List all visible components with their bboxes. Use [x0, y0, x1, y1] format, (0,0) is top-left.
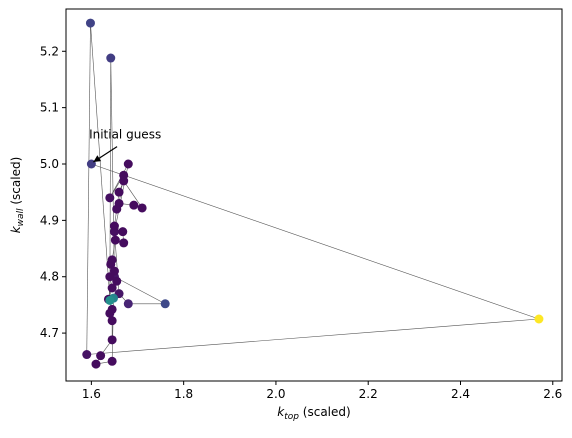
data-point	[129, 200, 139, 210]
data-point	[118, 227, 128, 237]
data-point	[105, 295, 115, 305]
data-point	[123, 299, 133, 309]
data-point	[85, 18, 95, 28]
x-axis-label-suffix: (scaled)	[299, 405, 351, 419]
y-axis-ticks: 4.7 4.8 4.9 5.0 5.1 5.2	[40, 44, 66, 340]
x-tick-label: 2.4	[451, 387, 470, 401]
axes-frame	[65, 8, 563, 382]
y-axis-label-sub: wall	[16, 208, 26, 226]
data-point	[82, 350, 92, 360]
annotation: Initial guess	[89, 128, 161, 163]
x-tick-label: 1.6	[82, 387, 101, 401]
data-point	[160, 299, 170, 309]
y-tick-label: 5.2	[40, 44, 59, 58]
x-tick-label: 2.0	[266, 387, 285, 401]
y-axis-label: kwall (scaled)	[9, 157, 26, 234]
path-segment	[86, 23, 91, 355]
x-axis-label-main: k	[277, 405, 285, 419]
data-point	[109, 221, 119, 231]
data-point	[107, 356, 117, 366]
data-point	[119, 238, 129, 248]
y-axis-label-suffix: (scaled)	[9, 157, 23, 209]
x-axis-label-sub: top	[284, 412, 299, 422]
axes-background	[66, 9, 562, 381]
y-axis-label-main: k	[9, 225, 23, 233]
y-tick-label: 4.8	[40, 270, 59, 284]
annotation-text: Initial guess	[89, 128, 161, 142]
data-point	[105, 272, 115, 282]
data-point	[112, 204, 122, 214]
data-point	[110, 235, 120, 245]
y-tick-label: 5.1	[40, 101, 59, 115]
y-tick-label: 4.7	[40, 326, 59, 340]
path-segment	[109, 163, 129, 198]
data-point	[96, 351, 106, 361]
path-segment	[123, 180, 143, 209]
data-point	[106, 259, 116, 269]
scatter-points	[82, 18, 544, 369]
y-tick-label: 5.0	[40, 157, 59, 171]
data-point	[137, 203, 147, 213]
path-segment	[114, 276, 166, 305]
x-tick-label: 1.8	[174, 387, 193, 401]
y-tick-label: 4.9	[40, 213, 59, 227]
data-point	[119, 176, 129, 186]
x-tick-label: 2.2	[359, 387, 378, 401]
data-point	[114, 187, 124, 197]
data-point	[105, 193, 115, 203]
data-point	[91, 359, 101, 369]
data-point	[534, 314, 544, 324]
data-point	[106, 53, 116, 63]
data-point	[107, 283, 117, 293]
data-point	[107, 316, 117, 326]
x-axis-ticks: 1.6 1.8 2.0 2.2 2.4 2.6	[82, 381, 562, 401]
x-tick-label: 2.6	[543, 387, 562, 401]
annotation-arrow-head	[93, 155, 102, 162]
path-segment	[91, 163, 540, 320]
data-point	[105, 308, 115, 318]
x-axis-label: ktop (scaled)	[277, 405, 350, 422]
data-point	[123, 159, 133, 169]
path-segment	[86, 318, 539, 355]
data-point	[112, 276, 122, 286]
data-point	[107, 335, 117, 345]
